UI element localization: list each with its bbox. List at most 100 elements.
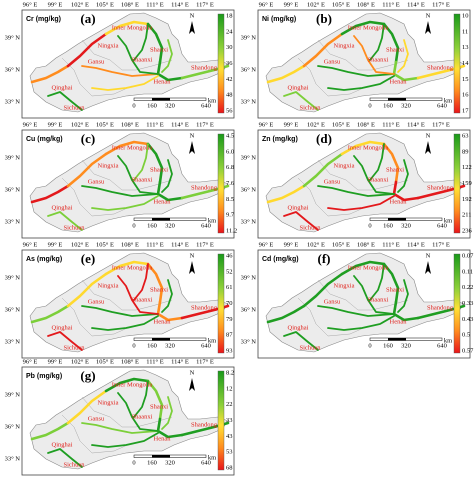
longitude-label: 117° E — [432, 121, 450, 128]
scale-label: 160 — [147, 459, 157, 466]
colorbar — [453, 13, 461, 114]
colorbar-label: 17 — [462, 107, 469, 114]
panel-title: Cd (mg/kg) — [262, 256, 299, 263]
latitude-label: 36° N — [5, 66, 21, 73]
longitude-label: 96° E — [23, 358, 38, 365]
latitude-label: 36° N — [5, 306, 21, 313]
north-label: N — [426, 12, 431, 19]
province-name: Gansu — [324, 178, 341, 185]
river — [156, 417, 184, 439]
scale-bar-fill — [152, 455, 170, 458]
river — [382, 22, 400, 64]
river — [327, 195, 395, 211]
longitude-label: 111° E — [146, 358, 163, 365]
longitude-label: 117° E — [196, 1, 214, 8]
scale-label: 320 — [401, 342, 411, 349]
north-arrow — [189, 261, 195, 274]
river — [104, 20, 150, 36]
colorbar-label: 192 — [462, 196, 472, 203]
province-name: Shanxi — [386, 286, 404, 293]
scale-label: 320 — [165, 342, 175, 349]
colorbar-label: 53 — [226, 449, 233, 456]
river — [66, 32, 108, 68]
colorbar-label: 11.2 — [226, 227, 237, 234]
colorbar-label: 122 — [462, 164, 472, 171]
panel-label: (d) — [316, 131, 332, 146]
colorbar-label: 10 — [462, 12, 469, 19]
river — [397, 279, 409, 313]
north-label: N — [426, 132, 431, 139]
longitude-label: 99° E — [48, 358, 63, 365]
river — [317, 305, 395, 317]
river — [266, 64, 306, 84]
scale-label: 640 — [437, 342, 447, 349]
scale-label: 160 — [383, 342, 393, 349]
panel-title: Zn (mg/kg) — [262, 136, 298, 143]
river — [353, 35, 395, 75]
colorbar-label: 11 — [462, 28, 468, 35]
river — [266, 304, 306, 324]
river — [161, 279, 173, 313]
province-name: Gansu — [88, 58, 105, 65]
scale-label: 640 — [437, 222, 447, 229]
colorbar-label: 42 — [226, 76, 233, 83]
longitude-label: 117° E — [432, 241, 450, 248]
colorbar-label: 70 — [226, 300, 233, 307]
longitude-label: 111° E — [146, 1, 163, 8]
colorbar-label: 8.2 — [226, 369, 234, 376]
province-name: Shandong — [191, 304, 218, 311]
scale-label: 640 — [437, 102, 447, 109]
colorbar-label: 46 — [226, 252, 233, 259]
province-name: Gansu — [324, 58, 341, 65]
panel-title: Cr (mg/kg) — [26, 16, 61, 23]
colorbar-label: 33 — [226, 417, 233, 424]
province-name: Inner Mongolia — [348, 264, 389, 271]
province-name: Shaanxi — [132, 413, 153, 420]
river — [117, 392, 159, 432]
scale-label: 640 — [201, 102, 211, 109]
latitude-label: 36° N — [241, 66, 257, 73]
province-name: Qinghai — [288, 324, 309, 331]
river — [81, 422, 159, 434]
province-border — [297, 177, 369, 217]
longitude-label: 117° E — [432, 1, 450, 8]
river — [146, 142, 164, 184]
province-name: Shaanxi — [132, 56, 153, 63]
province-name: Ningxia — [334, 282, 355, 289]
river — [353, 155, 395, 195]
colorbar-label: 24 — [226, 28, 233, 35]
longitude-label: 111° E — [382, 241, 399, 248]
scale-label: 0 — [132, 222, 135, 229]
latitude-label: 36° N — [241, 186, 257, 193]
river — [156, 60, 184, 82]
province-name: Shandong — [427, 64, 454, 71]
latitude-label: 39° N — [241, 154, 257, 161]
longitude-label: 99° E — [284, 1, 299, 8]
scale-label: 320 — [165, 102, 175, 109]
longitude-label: 105° E — [332, 1, 350, 8]
map-panel: Inner Mongolia Ningxia Shanxi Shaanxi Gansu Q… — [21, 9, 235, 119]
map-panel: Inner Mongolia Ningxia Shanxi Shaanxi Gansu Q… — [21, 129, 237, 239]
colorbar-label: 236 — [462, 227, 473, 234]
colorbar-label: 43 — [226, 433, 233, 440]
province-name: Henan — [390, 78, 408, 85]
province-name: Sichuan — [300, 224, 322, 231]
latitude-label: 33° N — [241, 218, 257, 225]
panel-title: Pb (mg/kg) — [26, 373, 62, 380]
colorbar-label: 12 — [226, 385, 233, 392]
river — [161, 396, 173, 430]
longitude-label: 108° E — [121, 1, 139, 8]
river — [117, 275, 159, 315]
river — [81, 185, 159, 197]
north-label: N — [426, 252, 431, 259]
colorbar-label: 0.57 — [462, 347, 474, 354]
north-label: N — [190, 369, 195, 376]
river — [161, 159, 173, 193]
river — [146, 379, 164, 421]
longitude-label: 96° E — [23, 121, 38, 128]
river — [161, 39, 173, 73]
scale-label: 640 — [201, 222, 211, 229]
province-name: Sichuan — [64, 461, 86, 468]
river — [133, 380, 149, 418]
